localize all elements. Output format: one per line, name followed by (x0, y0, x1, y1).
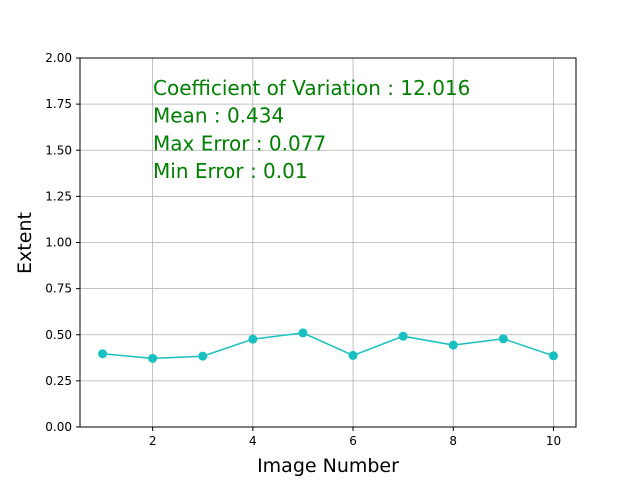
y-tick-label: 0.25 (45, 374, 72, 388)
x-tick-label: 10 (546, 434, 561, 448)
y-axis-title: Extent (14, 212, 36, 274)
data-point (398, 331, 408, 341)
data-point (448, 340, 458, 350)
data-point (498, 334, 508, 344)
x-axis-title: Image Number (257, 455, 399, 477)
series-line (102, 332, 554, 360)
x-tick-label: 2 (149, 434, 157, 448)
axis-ticks: 2 4 6 8 10 0.00 0.25 0.50 0.75 1.00 1.25 1.50 1.75 2.… (45, 51, 561, 448)
y-tick-label: 0.00 (45, 420, 72, 434)
data-point (98, 349, 108, 359)
annotation-line: Min Error : 0.01 (153, 159, 308, 183)
data-point (348, 350, 358, 360)
annotation-line: Mean : 0.434 (153, 104, 284, 128)
x-tick-label: 6 (349, 434, 357, 448)
y-tick-label: 1.25 (45, 189, 72, 203)
data-point (298, 328, 308, 338)
data-point (198, 351, 208, 361)
data-point (248, 334, 258, 344)
series-layer (98, 328, 558, 363)
x-tick-label: 8 (449, 434, 457, 448)
data-point (548, 351, 558, 361)
x-tick-label: 4 (249, 434, 257, 448)
y-tick-label: 0.50 (45, 328, 72, 342)
annotation-line: Max Error : 0.077 (153, 131, 326, 155)
y-tick-label: 2.00 (45, 51, 72, 65)
annotation-line: Coefficient of Variation : 12.016 (153, 76, 470, 100)
y-tick-label: 1.75 (45, 97, 72, 111)
y-tick-label: 1.00 (45, 236, 72, 250)
stats-annotation: Coefficient of Variation : 12.016 Mean : … (153, 76, 470, 183)
data-point (148, 353, 158, 363)
y-tick-label: 1.50 (45, 143, 72, 157)
y-tick-label: 0.75 (45, 282, 72, 296)
